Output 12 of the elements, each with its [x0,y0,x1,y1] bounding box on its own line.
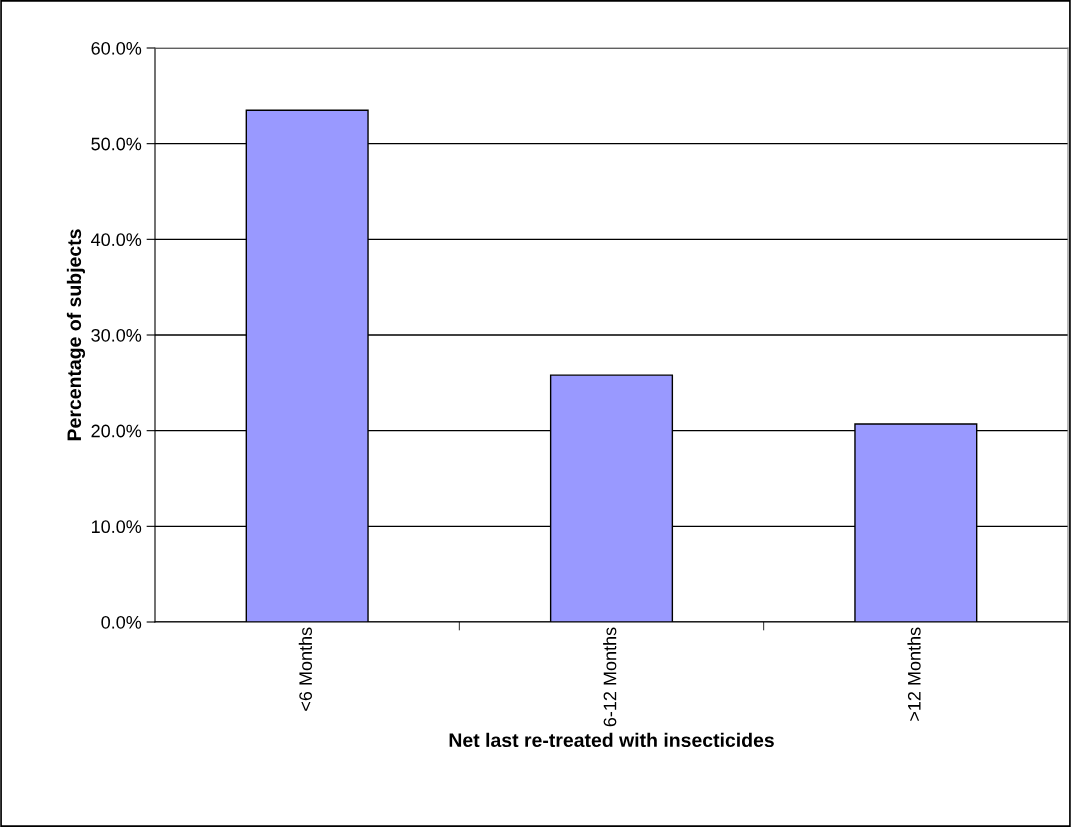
x-tick-label: >12 Months [907,627,921,721]
x-tick-label: <6 Months [298,627,313,711]
y-tick-label: 0.0% [101,615,142,629]
x-tick-label: 6-12 Months [603,627,617,727]
y-tick-label: 30.0% [91,328,142,342]
y-tick-label: 40.0% [91,233,142,247]
y-tick-label: 20.0% [91,424,142,438]
y-tick-label: 10.0% [91,520,142,534]
y-axis-title: Percentage of subjects [66,229,86,441]
x-axis-title: Net last re-treated with insecticides [449,732,774,748]
y-tick-label: 60.0% [91,41,142,55]
y-tick-label: 50.0% [91,137,142,151]
